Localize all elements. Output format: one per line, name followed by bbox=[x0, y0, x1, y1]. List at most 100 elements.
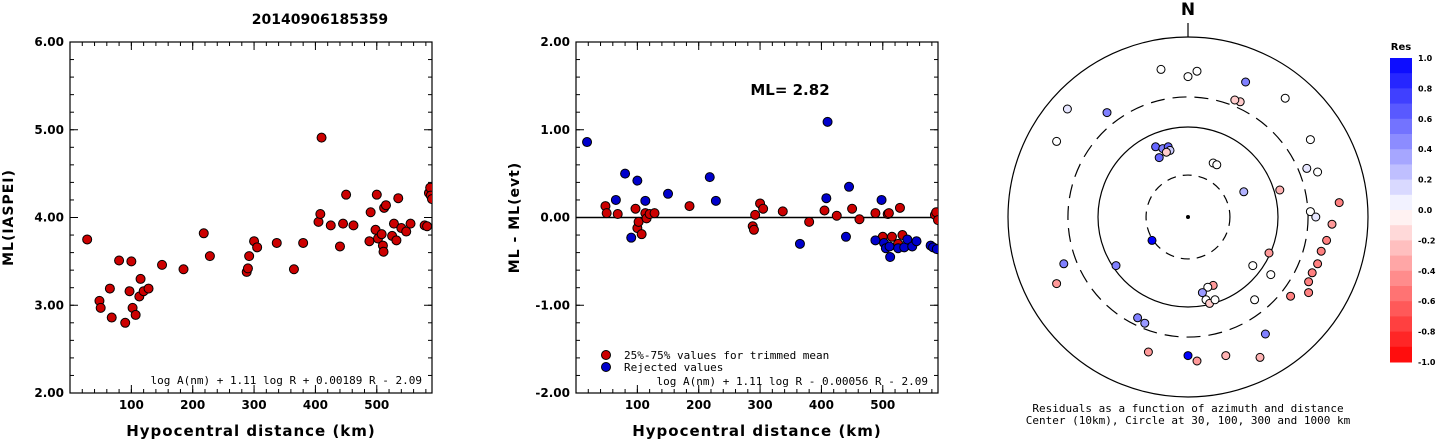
colorbar-segment bbox=[1390, 73, 1412, 89]
data-point bbox=[95, 302, 106, 313]
station-marker bbox=[1286, 291, 1296, 301]
station-marker bbox=[1059, 259, 1069, 269]
colorbar-segment bbox=[1390, 240, 1412, 257]
station-marker bbox=[1230, 95, 1240, 105]
data-point bbox=[902, 234, 913, 245]
station-marker bbox=[1140, 318, 1150, 328]
data-point bbox=[178, 264, 189, 275]
data-point bbox=[632, 175, 643, 186]
station-marker bbox=[1264, 248, 1274, 258]
map-caption-line2: Center (10km), Circle at 30, 100, 300 an… bbox=[1026, 414, 1351, 427]
station-marker bbox=[1334, 198, 1344, 208]
y-tick-label: 3.00 bbox=[34, 298, 64, 312]
data-point bbox=[298, 237, 309, 248]
data-point bbox=[204, 251, 215, 262]
station-marker bbox=[1311, 212, 1321, 222]
data-point bbox=[82, 234, 93, 245]
formula-annotation: log A(nm) + 1.11 log R + 0.00189 R - 2.0… bbox=[150, 374, 422, 387]
data-point bbox=[886, 231, 897, 242]
data-point bbox=[821, 193, 832, 204]
colorbar-segment bbox=[1390, 331, 1412, 348]
station-marker bbox=[1183, 72, 1193, 82]
data-point bbox=[422, 221, 432, 232]
x-tick-label: 200 bbox=[180, 398, 205, 412]
y-tick-label: 6.00 bbox=[34, 35, 64, 49]
station-marker bbox=[1192, 356, 1202, 366]
data-point bbox=[334, 241, 345, 252]
colorbar-tick-label: 0.0 bbox=[1418, 206, 1433, 215]
data-point bbox=[758, 203, 769, 214]
x-tick-label: 200 bbox=[686, 398, 711, 412]
event-magnitude-label: ML= 2.82 bbox=[750, 81, 829, 99]
data-point bbox=[870, 208, 881, 219]
data-point bbox=[636, 229, 647, 240]
colorbar-segment bbox=[1390, 58, 1412, 74]
x-tick-label: 500 bbox=[870, 398, 895, 412]
colorbar-segment bbox=[1390, 270, 1412, 287]
colorbar-tick-label: -0.8 bbox=[1418, 328, 1436, 337]
station-marker bbox=[1260, 329, 1270, 339]
station-marker bbox=[1313, 167, 1323, 177]
colorbar-segment bbox=[1390, 255, 1412, 272]
station-marker bbox=[1239, 187, 1249, 197]
data-point bbox=[777, 206, 788, 217]
colorbar-segment bbox=[1390, 316, 1412, 333]
station-marker bbox=[1241, 77, 1251, 87]
legend-label-rejected: Rejected values bbox=[624, 361, 723, 374]
data-point bbox=[885, 251, 896, 262]
figure-title: 20140906185359 bbox=[252, 12, 388, 28]
x-tick-label: 100 bbox=[625, 398, 650, 412]
station-marker bbox=[1316, 246, 1326, 256]
data-point bbox=[130, 309, 141, 320]
data-point bbox=[684, 201, 695, 212]
formula-annotation: log A(nm) + 1.11 log R - 0.00056 R - 2.0… bbox=[656, 375, 928, 388]
distance-ring-30km bbox=[1145, 174, 1231, 260]
colorbar-tick-label: 1.0 bbox=[1418, 54, 1433, 63]
station-marker bbox=[1197, 288, 1207, 298]
x-tick-label: 100 bbox=[119, 398, 144, 412]
data-points bbox=[582, 116, 938, 262]
data-point bbox=[427, 194, 432, 205]
colorbar-tick-label: 0.8 bbox=[1418, 84, 1433, 93]
colorbar-title: Res bbox=[1391, 42, 1411, 53]
data-point bbox=[242, 263, 253, 274]
station-marker bbox=[1133, 313, 1143, 323]
data-point bbox=[120, 317, 131, 328]
colorbar-segment bbox=[1390, 346, 1412, 363]
data-point bbox=[931, 207, 938, 218]
data-point bbox=[135, 273, 146, 284]
data-point bbox=[819, 205, 830, 216]
colorbar-segment bbox=[1390, 210, 1412, 226]
station-marker bbox=[1221, 351, 1231, 361]
colorbar-segment bbox=[1390, 149, 1412, 165]
data-point bbox=[378, 246, 389, 257]
colorbar-tick-label: -0.2 bbox=[1418, 236, 1436, 245]
distance-ring-1000km bbox=[1007, 36, 1369, 398]
station-marker bbox=[1143, 347, 1153, 357]
colorbar-tick-label: 0.2 bbox=[1418, 176, 1432, 185]
distance-ring-100km bbox=[1097, 126, 1279, 308]
data-point bbox=[271, 237, 282, 248]
station-marker bbox=[1203, 282, 1213, 292]
colorbar-tick-label: 0.6 bbox=[1418, 115, 1433, 124]
data-point bbox=[626, 232, 637, 243]
y-tick-label: 2.00 bbox=[34, 386, 64, 400]
data-point bbox=[244, 251, 255, 262]
data-point bbox=[582, 137, 593, 148]
data-point bbox=[376, 229, 387, 240]
data-point bbox=[933, 215, 938, 226]
data-point bbox=[884, 241, 895, 252]
data-point bbox=[630, 203, 641, 214]
y-tick-label: -2.00 bbox=[535, 386, 570, 400]
y-tick-label: 1.00 bbox=[540, 123, 570, 137]
data-point bbox=[612, 208, 623, 219]
colorbar-segment bbox=[1390, 301, 1412, 317]
data-point bbox=[341, 189, 352, 200]
data-point bbox=[401, 226, 412, 237]
data-point bbox=[822, 116, 833, 127]
data-point bbox=[325, 220, 336, 231]
data-point bbox=[371, 189, 382, 200]
y-axis-label: ML - ML(evt) bbox=[507, 162, 523, 273]
station-marker bbox=[1151, 142, 1161, 152]
data-point bbox=[405, 218, 416, 229]
